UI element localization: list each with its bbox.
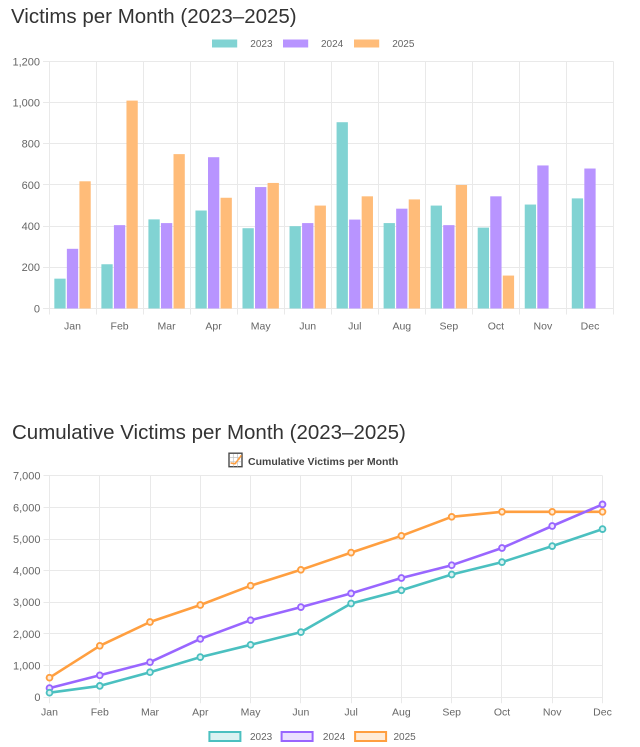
- svg-text:Jul: Jul: [344, 707, 357, 719]
- svg-text:Oct: Oct: [494, 707, 510, 719]
- svg-text:Mar: Mar: [141, 707, 160, 719]
- svg-text:0: 0: [34, 303, 40, 315]
- svg-text:5,000: 5,000: [13, 534, 41, 546]
- svg-text:Oct: Oct: [488, 321, 504, 333]
- svg-text:Jan: Jan: [41, 707, 58, 719]
- svg-text:Dec: Dec: [593, 707, 612, 719]
- svg-text:Jun: Jun: [292, 707, 309, 719]
- svg-text:Cumulative Victims per Month: Cumulative Victims per Month: [248, 456, 398, 468]
- svg-text:Jun: Jun: [299, 321, 316, 333]
- svg-text:400: 400: [22, 221, 40, 233]
- svg-text:Jan: Jan: [64, 321, 81, 333]
- svg-text:Nov: Nov: [534, 321, 553, 333]
- svg-text:2025: 2025: [392, 39, 415, 50]
- svg-text:3,000: 3,000: [13, 597, 41, 609]
- svg-text:7,000: 7,000: [13, 471, 41, 483]
- svg-text:Apr: Apr: [192, 707, 209, 719]
- svg-text:1,000: 1,000: [12, 98, 40, 110]
- svg-text:1,000: 1,000: [13, 661, 41, 673]
- svg-text:May: May: [241, 707, 262, 719]
- svg-text:Sep: Sep: [440, 321, 459, 333]
- svg-text:Feb: Feb: [91, 707, 109, 719]
- svg-text:Mar: Mar: [158, 321, 177, 333]
- svg-text:2025: 2025: [394, 732, 417, 743]
- svg-text:2,000: 2,000: [13, 629, 41, 641]
- svg-text:800: 800: [22, 139, 40, 151]
- svg-text:2024: 2024: [321, 39, 344, 50]
- svg-text:2024: 2024: [323, 732, 346, 743]
- svg-text:2023: 2023: [250, 732, 273, 743]
- svg-text:Nov: Nov: [543, 707, 562, 719]
- svg-text:May: May: [251, 321, 272, 333]
- svg-text:0: 0: [34, 692, 40, 704]
- svg-text:Sep: Sep: [442, 707, 461, 719]
- svg-text:Cumulative Victims per Month (: Cumulative Victims per Month (2023–2025): [12, 421, 406, 444]
- svg-text:Victims per Month (2023–2025): Victims per Month (2023–2025): [11, 5, 297, 28]
- svg-text:Jul: Jul: [348, 321, 361, 333]
- svg-text:Apr: Apr: [205, 321, 222, 333]
- svg-text:200: 200: [22, 262, 40, 274]
- svg-text:6,000: 6,000: [13, 502, 41, 514]
- svg-text:4,000: 4,000: [13, 566, 41, 578]
- svg-text:2023: 2023: [250, 39, 273, 50]
- svg-text:600: 600: [22, 180, 40, 192]
- svg-text:Dec: Dec: [581, 321, 600, 333]
- svg-text:1,200: 1,200: [12, 56, 40, 68]
- svg-text:Aug: Aug: [392, 321, 411, 333]
- svg-text:Aug: Aug: [392, 707, 411, 719]
- svg-text:Feb: Feb: [111, 321, 129, 333]
